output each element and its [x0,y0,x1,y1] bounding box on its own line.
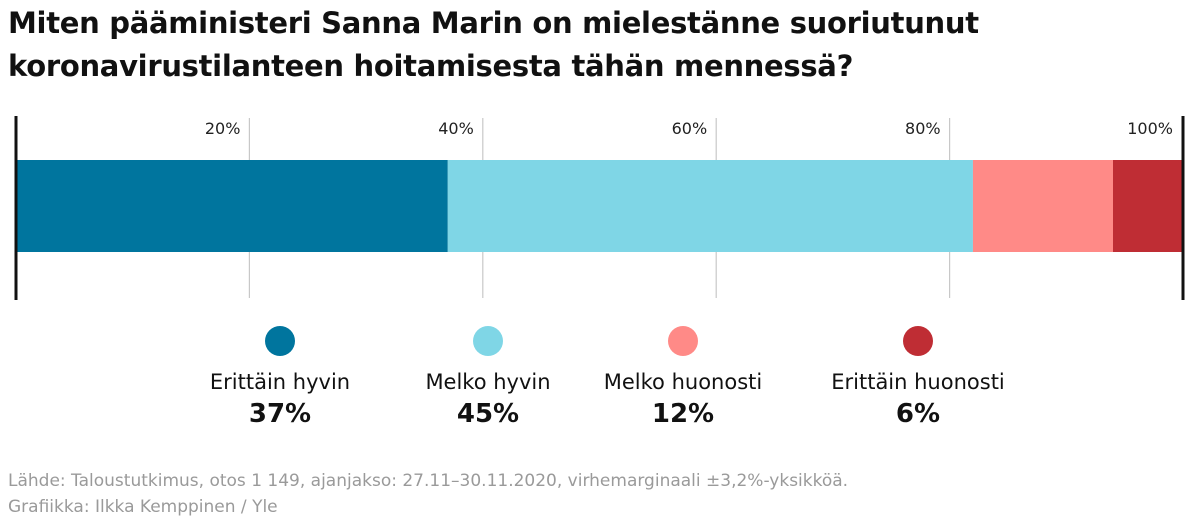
title-line-2: koronavirustilanteen hoitamisesta tähän … [8,49,854,83]
title-line-1: Miten pääministeri Sanna Marin on mieles… [8,6,979,40]
source-note: Lähde: Taloustutkimus, otos 1 149, ajanj… [8,471,849,491]
legend-swatch [903,326,933,356]
legend-swatch [265,326,295,356]
legend-value: 6% [895,399,941,429]
legend-item-4: Erittäin huonosti 6% [808,326,1028,432]
chart-svg: 20% 40% 60% 80% 100% [14,116,1185,300]
bar-segment-2 [447,160,973,252]
chart-footer: Lähde: Taloustutkimus, otos 1 149, ajanj… [8,468,1188,520]
tick-label-100: 100% [1127,119,1173,138]
legend-label: Melko huonosti [603,370,763,394]
chart-legend: Erittäin hyvin 37% Melko hyvin 45% Melko huo… [0,326,1199,436]
legend-item-3: Melko huonosti 12% [573,326,793,432]
legend-value: 45% [456,399,520,429]
legend-label: Erittäin hyvin [209,370,351,394]
tick-label-80: 80% [905,119,941,138]
tick-label-20: 20% [205,119,241,138]
bar-segment-4 [1112,160,1183,252]
legend-swatch [473,326,503,356]
legend-value: 37% [248,399,312,429]
tick-label-40: 40% [438,119,474,138]
tick-label-60: 60% [672,119,708,138]
chart-title: Miten pääministeri Sanna Marin on mieles… [8,2,1188,88]
credit-note: Grafiikka: Ilkka Kemppinen / Yle [8,497,278,517]
legend-item-2: Melko hyvin 45% [378,326,598,432]
bar-segment-3 [972,160,1113,252]
legend-label: Erittäin huonosti [831,370,1005,394]
legend-swatch [668,326,698,356]
stacked-bar-chart: 20% 40% 60% 80% 100% [0,110,1199,310]
bar-segment-1 [16,160,448,252]
legend-item-1: Erittäin hyvin 37% [170,326,390,432]
legend-label: Melko hyvin [425,370,551,394]
legend-value: 12% [651,399,715,429]
